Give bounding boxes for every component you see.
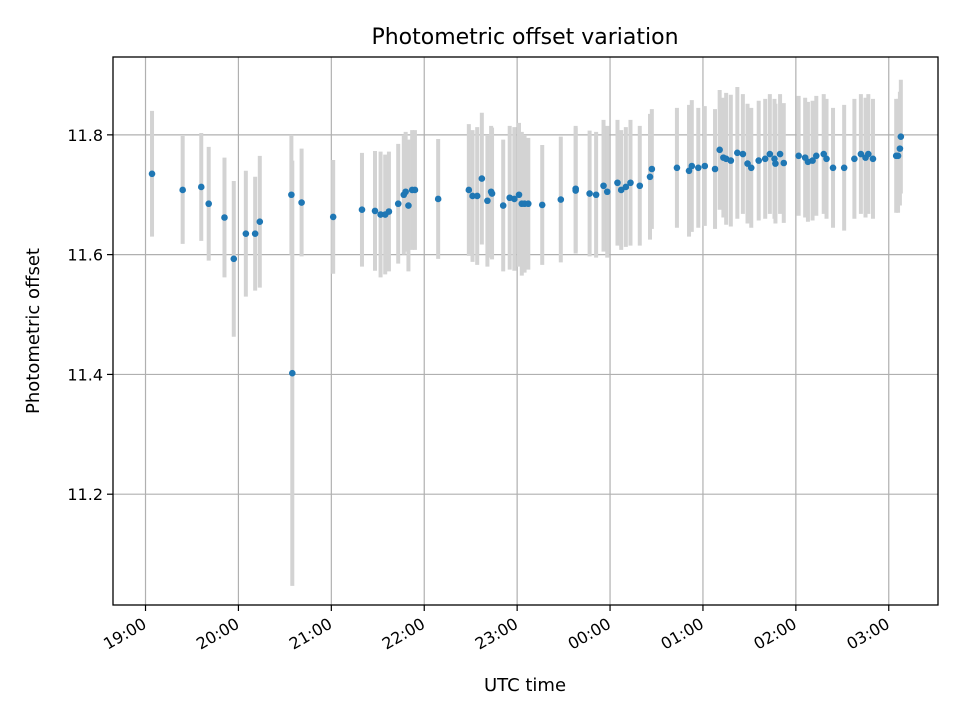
data-point	[739, 150, 747, 158]
data-point	[897, 133, 905, 140]
data-point	[251, 230, 259, 237]
data-point	[896, 145, 904, 152]
x-tick-label: 19:00	[100, 614, 149, 654]
data-point	[289, 369, 296, 377]
data-point	[358, 206, 366, 214]
x-tick-label: 21:00	[286, 614, 335, 654]
data-point	[242, 230, 250, 237]
x-tick-label: 00:00	[565, 614, 614, 654]
data-point	[288, 191, 295, 199]
data-point	[776, 150, 784, 158]
data-point	[405, 202, 412, 209]
data-point	[673, 164, 681, 172]
x-tick-label: 03:00	[843, 614, 892, 654]
y-tick-label: 11.4	[67, 365, 103, 384]
data-point	[857, 150, 865, 158]
data-point	[469, 192, 476, 200]
x-tick-label: 22:00	[379, 614, 428, 654]
data-point	[780, 159, 788, 167]
data-point	[538, 201, 546, 209]
y-tick-label: 11.8	[67, 126, 103, 145]
data-point	[524, 200, 532, 208]
data-point	[402, 188, 409, 196]
data-point	[685, 167, 693, 175]
data-point	[371, 207, 379, 215]
data-point	[772, 160, 779, 167]
x-tick-label: 20:00	[193, 614, 242, 654]
data-point	[478, 175, 486, 182]
data-point	[230, 255, 238, 263]
data-point	[586, 190, 593, 197]
data-point	[823, 155, 830, 163]
data-point	[727, 157, 735, 164]
data-point	[511, 195, 518, 203]
data-point	[829, 164, 837, 172]
errorbar-layer	[150, 79, 903, 586]
x-axis-label: UTC time	[484, 675, 566, 696]
x-tick-label: 01:00	[658, 614, 707, 654]
data-point	[688, 162, 696, 170]
y-tick-label: 11.2	[67, 485, 103, 504]
data-point	[701, 162, 709, 170]
data-point	[851, 155, 858, 163]
data-point	[636, 182, 644, 190]
data-point	[557, 196, 565, 203]
data-point	[622, 183, 630, 191]
plot-frame	[112, 56, 939, 606]
data-point	[711, 165, 719, 173]
x-tick-label: 23:00	[472, 614, 521, 654]
data-point	[603, 188, 611, 196]
data-point	[734, 149, 741, 157]
data-point	[747, 164, 755, 172]
x-tick-label: 02:00	[750, 614, 799, 654]
data-point	[572, 187, 579, 194]
data-point	[894, 152, 902, 160]
data-point	[716, 146, 723, 154]
data-point	[221, 214, 228, 221]
data-point	[755, 157, 762, 164]
data-point	[329, 213, 337, 221]
data-point	[761, 155, 769, 163]
data-point	[484, 197, 491, 205]
data-point	[148, 170, 156, 178]
data-point	[627, 179, 634, 187]
data-point	[179, 186, 186, 194]
data-point	[465, 186, 473, 194]
data-point	[488, 190, 496, 197]
data-point	[614, 179, 621, 187]
data-point	[812, 152, 820, 160]
data-point	[600, 182, 607, 190]
data-point	[766, 150, 774, 158]
data-point	[197, 183, 205, 191]
y-axis-label: Photometric offset	[23, 248, 44, 414]
data-point	[820, 150, 828, 158]
data-point	[695, 164, 702, 172]
data-point	[205, 200, 212, 208]
data-point	[869, 155, 877, 163]
data-point	[473, 192, 481, 200]
data-point	[377, 211, 384, 218]
data-point	[515, 191, 523, 199]
y-tick-label: 11.6	[67, 246, 103, 265]
data-point	[592, 191, 600, 199]
data-point	[499, 202, 507, 209]
data-point	[840, 164, 848, 172]
data-point	[865, 150, 872, 158]
data-point	[809, 157, 816, 164]
chart-title: Photometric offset variation	[371, 25, 678, 50]
data-point	[434, 195, 442, 203]
data-point	[256, 218, 264, 225]
data-point	[795, 152, 802, 160]
data-point	[411, 186, 419, 194]
data-point	[385, 208, 393, 215]
data-point	[648, 165, 656, 173]
data-point	[298, 199, 305, 206]
data-point	[394, 200, 402, 208]
data-point-layer	[148, 133, 905, 377]
data-point	[646, 173, 654, 181]
